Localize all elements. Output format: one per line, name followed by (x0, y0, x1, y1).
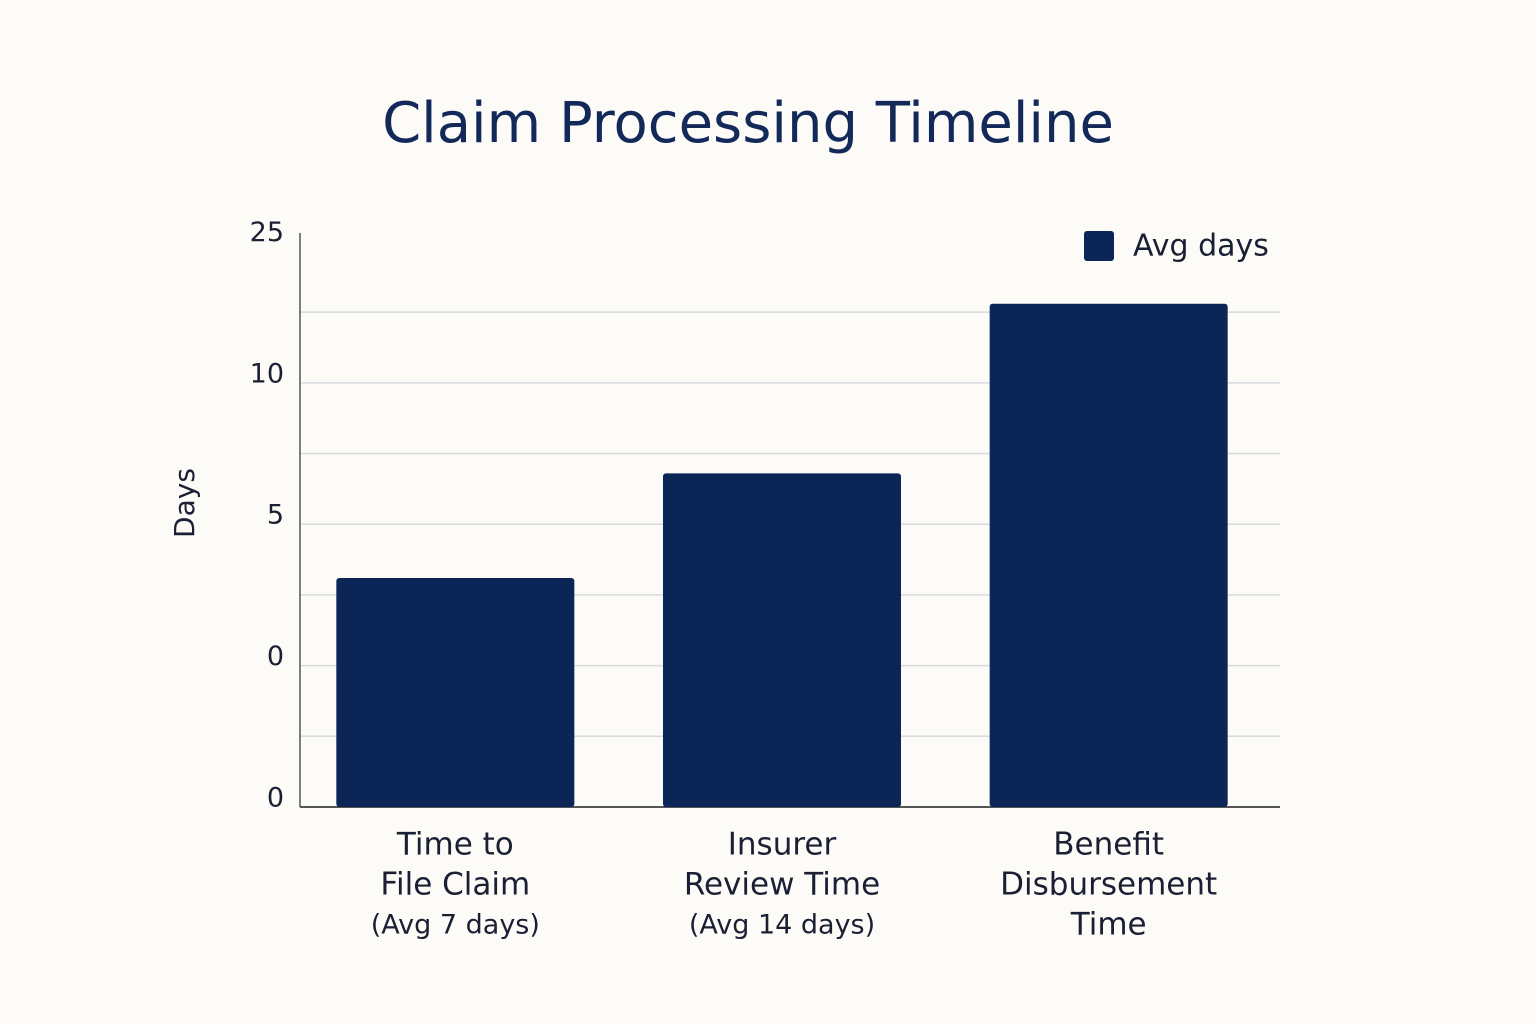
x-tick-label: Insurer (728, 827, 837, 863)
legend-swatch (1084, 231, 1114, 261)
y-tick-label: 5 (267, 500, 284, 531)
y-axis-label: Days (168, 468, 201, 538)
x-tick-label: Time to (396, 827, 514, 863)
y-tick-label: 10 (250, 358, 284, 389)
y-tick-label: 0 (267, 641, 284, 672)
x-tick-label: (Avg 7 days) (371, 910, 540, 941)
y-tick-label: 0 (267, 783, 284, 814)
x-tick-label: Time (1070, 907, 1147, 943)
bar (336, 577, 575, 807)
x-tick-label: (Avg 14 days) (689, 910, 875, 941)
legend-label: Avg days (1133, 229, 1269, 264)
chart-title: Claim Processing Timeline (382, 91, 1114, 156)
bar (663, 473, 901, 807)
x-tick-label: File Claim (380, 867, 530, 903)
x-tick-label: Disbursement (1000, 867, 1217, 903)
x-tick-label: Benefit (1053, 827, 1164, 863)
x-tick-label: Review Time (684, 867, 880, 903)
bar (989, 303, 1228, 807)
y-tick-label: 25 (250, 217, 284, 248)
